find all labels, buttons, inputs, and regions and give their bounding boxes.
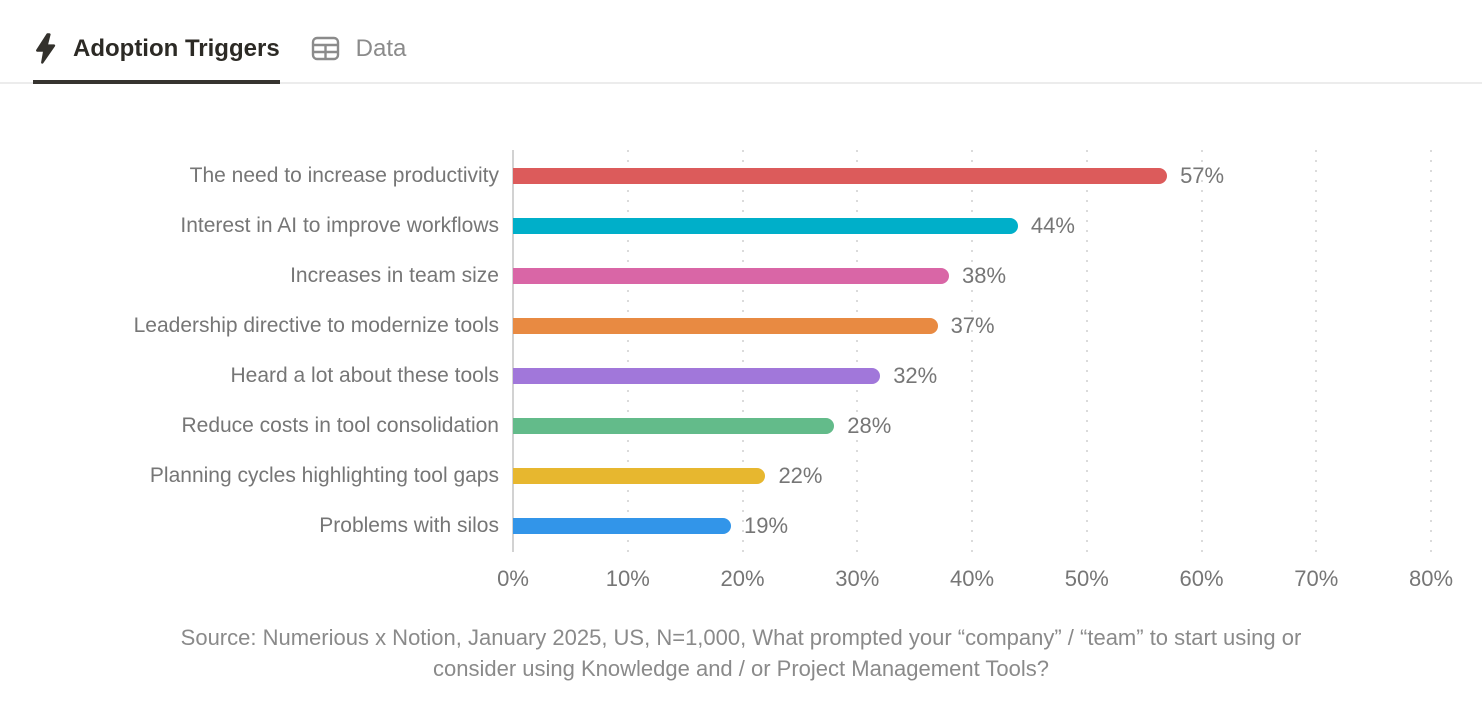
bar-row: The need to increase productivity 57% [0,151,1482,201]
category-label: Problems with silos [319,514,499,537]
bar-row: Interest in AI to improve workflows 44% [0,201,1482,251]
gridline [741,150,744,552]
bar-track: 32% [513,351,1482,401]
x-tick-label: 20% [720,566,765,591]
table-icon [310,33,341,64]
tab-bar: Adoption Triggers Data [0,0,1482,84]
bar-track: 28% [513,401,1482,451]
chart-rows: The need to increase productivity 57% Inte… [0,151,1482,551]
bar-row: Leadership directive to modernize tools 3… [0,301,1482,351]
value-label: 28% [847,413,892,438]
bar-row: Heard a lot about these tools 32% [0,351,1482,401]
category-label: Interest in AI to improve workflows [180,214,499,237]
gridline [1200,150,1203,552]
bar-chart: The need to increase productivity 57% Inte… [0,150,1482,594]
x-tick-label: 70% [1294,566,1339,591]
bar [513,268,950,284]
tab-label: Data [355,34,407,62]
value-label: 44% [1030,213,1075,238]
bar-track: 22% [513,451,1482,501]
category-label: Planning cycles highlighting tool gaps [149,464,499,487]
bar-track: 57% [513,151,1482,201]
bar [513,368,881,384]
tab-label: Adoption Triggers [73,34,280,62]
x-tick-label: 60% [1179,566,1224,591]
bar [513,218,1018,234]
value-label: 57% [1180,163,1225,188]
gridline [971,150,973,552]
value-label: 19% [744,513,789,538]
gridline [626,150,629,552]
y-axis-line [512,150,514,552]
gridline [1430,150,1432,552]
gridline [1315,150,1318,552]
bar-row: Reduce costs in tool consolidation 28% [0,401,1482,451]
gridline [856,150,859,552]
value-label: 37% [950,313,995,338]
bar-row: Problems with silos 19% [0,501,1482,551]
lightning-bolt-icon [33,33,58,64]
bar-track: 37% [513,301,1482,351]
bar-track: 19% [513,501,1482,551]
x-tick-label: 10% [605,566,650,591]
category-label: Leadership directive to modernize tools [133,314,499,337]
gridline [1085,150,1088,552]
bar [513,418,835,434]
category-label: Reduce costs in tool consolidation [181,414,499,437]
bar-row: Planning cycles highlighting tool gaps 22… [0,451,1482,501]
source-line-2: consider using Knowledge and / or Projec… [433,656,1049,681]
category-label: The need to increase productivity [189,164,499,187]
x-tick-label: 0% [497,566,529,591]
grid-layer [512,150,1432,552]
tab-adoption-triggers[interactable]: Adoption Triggers [33,33,280,84]
bar [513,318,938,334]
bar-track: 38% [513,251,1482,301]
x-axis: 0% 10% 20% 30% 40% 50% 60% 70% 80% [497,566,1453,596]
x-tick-label: 80% [1408,566,1454,591]
x-tick-label: 40% [949,566,995,591]
category-label: Increases in team size [290,264,499,287]
x-tick-label: 50% [1064,566,1109,591]
value-label: 32% [893,363,938,388]
bar-track: 44% [513,201,1482,251]
category-label: Heard a lot about these tools [230,364,499,387]
bar-row: Increases in team size 38% [0,251,1482,301]
bar [513,168,1168,184]
bar [513,468,766,484]
tab-data[interactable]: Data [310,33,407,84]
value-label: 38% [962,263,1007,288]
bar [513,518,732,534]
x-tick-label: 30% [835,566,880,591]
source-line-1: Source: Numerious x Notion, January 2025… [180,625,1302,650]
value-label: 22% [778,463,823,488]
source-note: Source: Numerious x Notion, January 2025… [0,622,1482,684]
